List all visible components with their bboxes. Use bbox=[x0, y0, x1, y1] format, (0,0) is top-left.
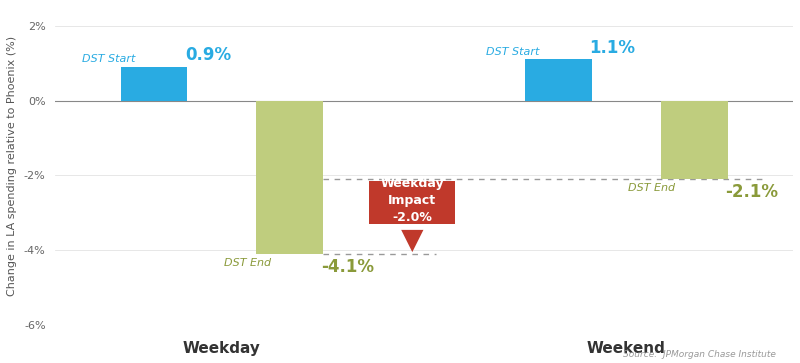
Bar bbox=[257, 101, 323, 254]
Text: 1.1%: 1.1% bbox=[590, 39, 635, 57]
Text: DST Start: DST Start bbox=[486, 47, 546, 57]
Text: Weekday
Impact
-2.0%: Weekday Impact -2.0% bbox=[381, 177, 444, 224]
Text: 0.9%: 0.9% bbox=[185, 46, 231, 64]
Text: -2.1%: -2.1% bbox=[726, 183, 778, 201]
Bar bbox=[121, 67, 187, 101]
Text: -4.1%: -4.1% bbox=[321, 258, 374, 276]
Text: DST End: DST End bbox=[628, 183, 682, 193]
Text: DST Start: DST Start bbox=[82, 54, 142, 64]
Text: DST End: DST End bbox=[224, 258, 278, 268]
Bar bbox=[526, 59, 592, 101]
FancyBboxPatch shape bbox=[370, 181, 455, 224]
Y-axis label: Change in LA spending relative to Phoenix (%): Change in LA spending relative to Phoeni… bbox=[7, 36, 17, 296]
Bar bbox=[661, 101, 728, 179]
Text: Source:  JPMorgan Chase Institute: Source: JPMorgan Chase Institute bbox=[623, 350, 776, 359]
